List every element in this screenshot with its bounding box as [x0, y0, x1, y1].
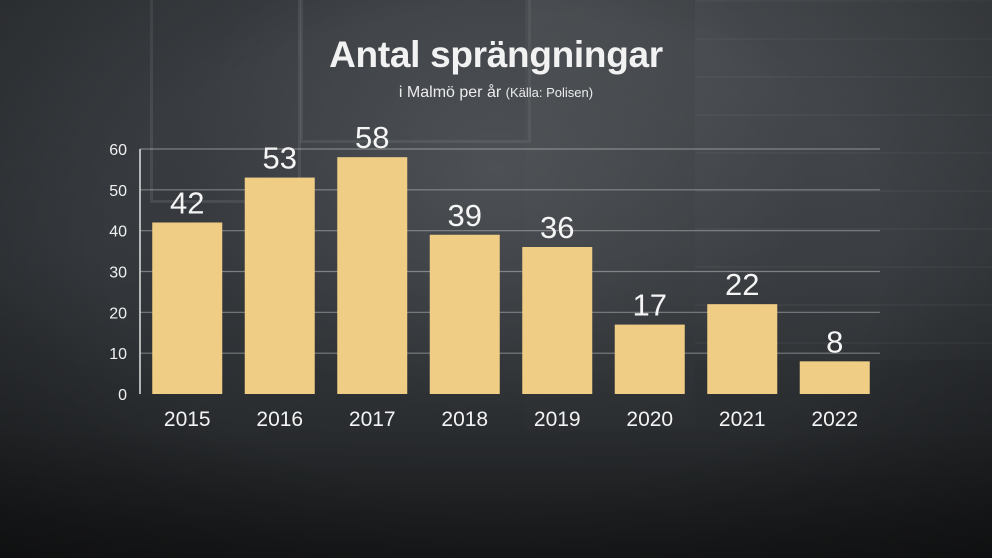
bar	[614, 324, 685, 394]
value-label: 8	[826, 324, 843, 359]
y-tick-label: 50	[109, 183, 127, 200]
y-tick-label: 60	[109, 142, 127, 159]
bar	[707, 304, 778, 394]
bar	[337, 157, 408, 394]
bar	[429, 234, 500, 394]
x-tick-label: 2018	[441, 408, 488, 431]
value-label: 22	[725, 267, 759, 302]
value-label: 17	[633, 288, 667, 323]
y-axis-ticks: 0 10 20 30 40 50 60	[109, 142, 127, 404]
bar	[799, 361, 870, 394]
x-tick-label: 2016	[256, 408, 303, 431]
bar	[152, 222, 223, 394]
x-tick-label: 2021	[719, 408, 766, 431]
chart-subtitle: i Malmö per år (Källa: Polisen)	[0, 84, 992, 102]
value-label: 53	[263, 141, 297, 176]
x-tick-label: 2022	[811, 408, 858, 431]
bars	[152, 157, 870, 394]
bar	[522, 247, 593, 394]
value-labels: 42 53 58 39 36 17 22 8	[170, 120, 843, 359]
chart-title: Antal sprängningar	[329, 34, 663, 75]
value-label: 58	[355, 120, 389, 155]
chart-source: (Källa: Polisen)	[505, 85, 594, 100]
x-tick-label: 2020	[626, 408, 673, 431]
value-label: 39	[448, 198, 482, 233]
y-tick-label: 0	[118, 387, 127, 404]
x-axis-ticks: 2015 2016 2017 2018 2019 2020 2021 2022	[164, 408, 858, 431]
x-tick-label: 2019	[534, 408, 581, 431]
y-tick-label: 40	[109, 224, 127, 241]
y-tick-label: 10	[109, 346, 127, 363]
x-tick-label: 2015	[164, 408, 211, 431]
bar	[244, 177, 315, 394]
chart-subtitle-text: i Malmö per år	[398, 84, 502, 101]
value-label: 36	[540, 210, 574, 245]
y-tick-label: 30	[109, 265, 127, 282]
y-tick-label: 20	[109, 305, 127, 322]
x-tick-label: 2017	[349, 408, 396, 431]
value-label: 42	[170, 186, 204, 221]
